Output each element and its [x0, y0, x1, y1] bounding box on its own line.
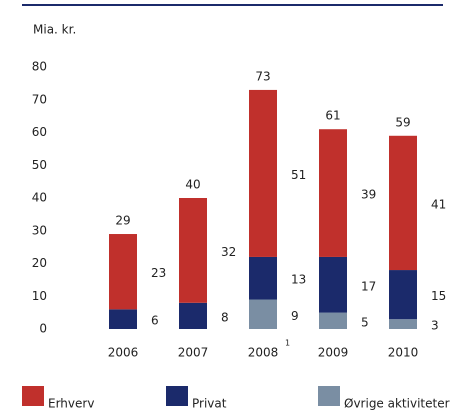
segment-label: 23: [151, 266, 166, 280]
total-label: 59: [395, 115, 410, 129]
bar-segment: [389, 270, 417, 320]
y-tick-label: 70: [32, 92, 47, 106]
bar-segment: [319, 129, 347, 257]
bar-segment: [109, 234, 137, 310]
x-tick-label: 2007: [178, 346, 209, 360]
legend-swatch: [22, 386, 44, 406]
segment-label: 39: [361, 188, 376, 202]
total-label: 29: [115, 214, 130, 228]
x-tick-label: 2009: [318, 346, 349, 360]
bar-segment: [179, 198, 207, 303]
y-tick-label: 60: [32, 125, 47, 139]
y-tick-label: 80: [32, 60, 47, 74]
total-label: 61: [325, 109, 340, 123]
y-tick-label: 0: [39, 322, 47, 336]
y-tick-label: 10: [32, 289, 47, 303]
footnote-marker: 1: [285, 339, 290, 348]
bar-segment: [319, 256, 347, 313]
y-axis-label: Mia. kr.: [33, 23, 76, 37]
segment-label: 5: [361, 315, 369, 329]
y-tick-label: 50: [32, 158, 47, 172]
y-tick-label: 30: [32, 223, 47, 237]
total-label: 40: [185, 178, 200, 192]
bar-segment: [389, 135, 417, 271]
legend-swatch: [318, 386, 340, 406]
bar-segment: [249, 299, 277, 329]
y-tick-label: 20: [32, 256, 47, 270]
segment-label: 13: [291, 273, 306, 287]
total-label: 73: [255, 69, 270, 83]
legend-label: Privat: [192, 397, 227, 411]
legend-swatch: [166, 386, 188, 406]
segment-label: 6: [151, 314, 159, 328]
segment-label: 51: [291, 168, 306, 182]
bar-segment: [389, 319, 417, 329]
legend-label: Erhverv: [48, 397, 94, 411]
segment-label: 32: [221, 245, 236, 259]
x-tick-label: 2006: [108, 346, 139, 360]
segment-label: 17: [361, 279, 376, 293]
bar-segment: [179, 302, 207, 329]
segment-label: 9: [291, 309, 299, 323]
segment-label: 15: [431, 289, 446, 303]
bar-segment: [249, 89, 277, 257]
y-tick-label: 40: [32, 191, 47, 205]
legend-label: Øvrige aktiviteter: [344, 397, 450, 411]
x-tick-label: 2008: [248, 346, 279, 360]
bar-segment: [109, 309, 137, 329]
segment-label: 41: [431, 197, 446, 211]
bar-segment: [249, 256, 277, 300]
segment-label: 8: [221, 310, 229, 324]
bar-segment: [319, 312, 347, 329]
segment-label: 3: [431, 319, 439, 333]
x-tick-label: 2010: [388, 346, 419, 360]
